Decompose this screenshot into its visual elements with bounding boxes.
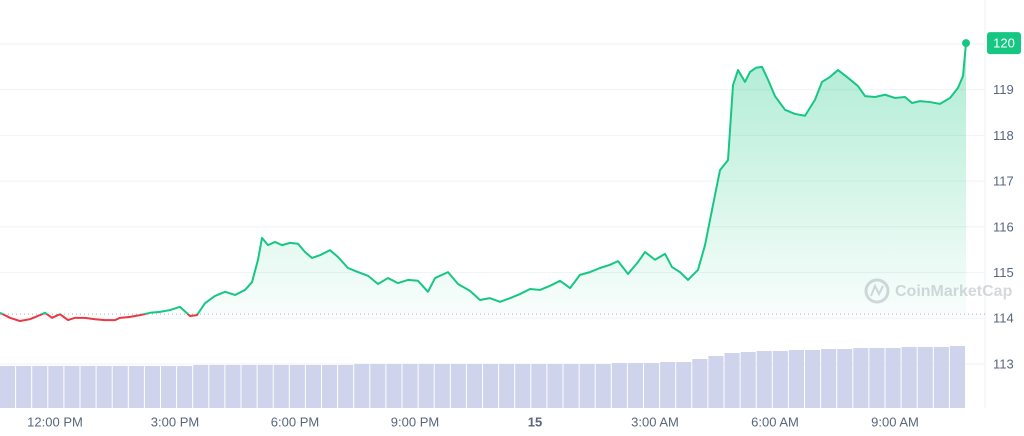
volume-bar	[644, 363, 660, 408]
volume-bar	[338, 365, 354, 408]
volume-bar	[370, 364, 386, 408]
volume-bar	[322, 365, 338, 408]
volume-bar	[756, 351, 772, 408]
volume-bar	[144, 366, 160, 408]
x-tick-label: 3:00 AM	[631, 414, 679, 429]
volume-bar	[193, 365, 209, 408]
watermark: CoinMarketCap	[864, 278, 1013, 304]
volume-bar	[563, 364, 579, 408]
last-point	[962, 39, 970, 48]
y-tick-label: 113	[993, 356, 1014, 371]
volume-bar	[161, 366, 177, 408]
volume-bar	[257, 365, 273, 408]
volume-bar	[821, 349, 837, 408]
x-tick-label: 6:00 AM	[751, 414, 799, 429]
price-area	[0, 43, 966, 315]
volume-bar	[885, 348, 901, 408]
volume-bar	[64, 366, 80, 408]
volume-bar	[96, 366, 112, 408]
volume-bar	[901, 347, 917, 408]
volume-bar	[917, 347, 933, 408]
volume-bar	[418, 364, 434, 408]
volume-bar	[692, 359, 708, 408]
volume-bar	[450, 364, 466, 408]
volume-bar	[595, 364, 611, 408]
volume-bar	[402, 364, 418, 408]
volume-bar	[853, 348, 869, 408]
volume-bar	[434, 364, 450, 408]
volume-bar	[676, 362, 692, 408]
volume-bar	[805, 350, 821, 408]
volume-bar	[386, 364, 402, 408]
volume-bar	[740, 352, 756, 408]
price-line	[0, 42, 967, 323]
volume-bar	[466, 364, 482, 408]
price-tag-label: 120	[993, 36, 1015, 51]
volume-bar	[32, 366, 48, 408]
volume-bar	[933, 347, 949, 408]
volume-bar	[788, 350, 804, 408]
volume-bar	[499, 364, 515, 408]
volume-bar	[611, 363, 627, 408]
y-tick-label: 117	[993, 174, 1014, 189]
volume-bar	[515, 364, 531, 408]
volume-bar	[708, 356, 724, 408]
y-tick-label: 114	[993, 311, 1014, 326]
volume-bar	[772, 351, 788, 408]
volume-bar	[80, 366, 96, 408]
volume-bar	[354, 364, 370, 408]
y-tick-label: 116	[993, 219, 1014, 234]
volume-bar	[869, 348, 885, 408]
volume-bar	[837, 349, 853, 408]
volume-bar	[0, 366, 16, 408]
volume-bar	[289, 365, 305, 408]
volume-bar	[128, 366, 144, 408]
volume-bar	[305, 365, 321, 408]
x-tick-label: 3:00 PM	[151, 414, 199, 429]
x-tick-label: 9:00 PM	[391, 414, 439, 429]
volume-bar	[531, 364, 547, 408]
volume-bar	[547, 364, 563, 408]
volume-bar	[177, 366, 193, 408]
volume-bar	[273, 365, 289, 408]
volume-bar	[579, 364, 595, 408]
volume-bar	[241, 365, 257, 408]
volume-bar	[724, 353, 740, 408]
x-tick-label: 9:00 AM	[871, 414, 919, 429]
x-tick-label: 6:00 PM	[271, 414, 319, 429]
y-tick-label: 119	[993, 82, 1014, 97]
x-tick-label: 15	[528, 414, 542, 429]
volume-bar	[627, 363, 643, 408]
volume-bar	[483, 364, 499, 408]
volume-bar	[949, 346, 965, 408]
watermark-text: CoinMarketCap	[895, 283, 1013, 300]
price-tag	[987, 32, 1021, 55]
volume-bar	[225, 365, 241, 408]
volume-bar	[209, 365, 225, 408]
volume-bar	[112, 366, 128, 408]
volume-bar	[660, 362, 676, 408]
x-tick-label: 12:00 PM	[27, 414, 83, 429]
volume-bar	[48, 366, 64, 408]
y-tick-label: 118	[993, 128, 1014, 143]
y-tick-label: 115	[993, 265, 1014, 280]
volume-bar	[16, 366, 32, 408]
